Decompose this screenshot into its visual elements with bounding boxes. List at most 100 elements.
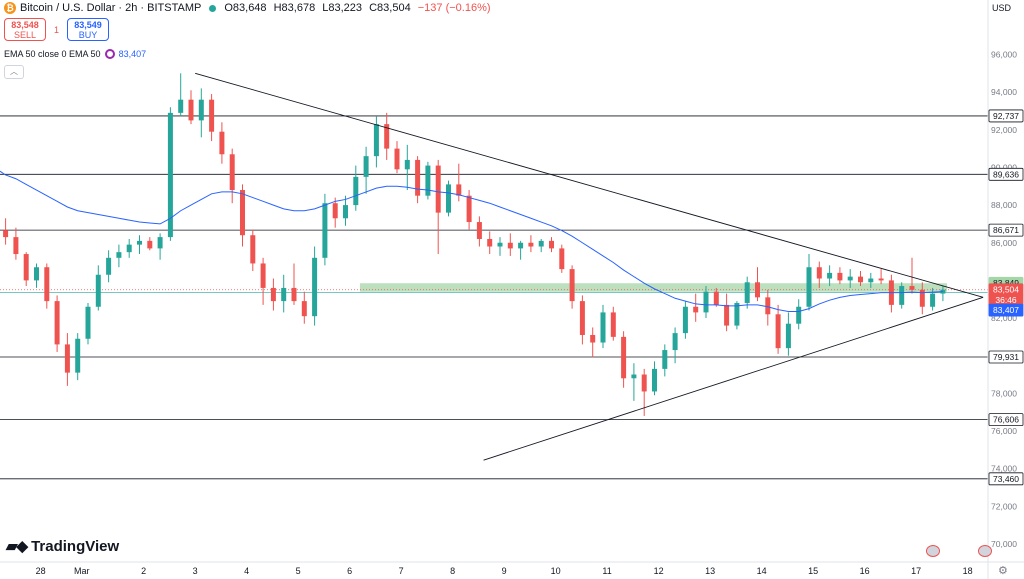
supply-zone [359, 283, 948, 292]
candle-body [446, 184, 451, 213]
candle-body [724, 304, 730, 326]
candle-body [137, 240, 142, 245]
price-label: 36:46 [995, 295, 1017, 305]
candle-body [662, 350, 668, 369]
candle-body [3, 230, 9, 238]
us-flag-icon[interactable] [978, 545, 992, 557]
x-tick-label: 4 [244, 566, 249, 576]
candle-body [126, 244, 132, 253]
candle-body [682, 306, 688, 334]
trendline [195, 72, 984, 298]
high-value: H83,678 [273, 2, 316, 14]
candle-body [765, 297, 771, 315]
spread-value: 1 [54, 24, 60, 35]
x-tick-label: 28 [36, 566, 46, 576]
brand-name: TradingView [31, 537, 120, 555]
y-tick-label: 74,000 [991, 464, 1017, 474]
y-tick-label: 92,000 [991, 125, 1017, 135]
candle-body [734, 302, 740, 326]
candle-body [538, 240, 544, 247]
candle-body [332, 203, 338, 219]
price-label: 92,737 [993, 111, 1019, 121]
candle-body [837, 272, 843, 281]
candle-body [796, 306, 802, 324]
x-tick-label: 16 [860, 566, 870, 576]
candle-body [569, 269, 575, 302]
candle-body [497, 242, 503, 247]
low-value: L83,223 [322, 2, 363, 14]
candle-body [456, 184, 462, 196]
price-label: 79,931 [993, 352, 1019, 362]
candle-body [178, 99, 184, 113]
y-tick-label: 76,000 [991, 426, 1017, 436]
candle-body [260, 263, 266, 288]
candle-body [435, 165, 441, 213]
x-tick-label: 6 [347, 566, 352, 576]
candle-body [858, 276, 863, 283]
candle-body [549, 240, 554, 249]
candle-body [827, 272, 833, 279]
x-tick-label: 11 [602, 566, 611, 576]
x-tick-label: 12 [654, 566, 664, 576]
y-tick-label: 96,000 [991, 50, 1017, 60]
candle-body [85, 306, 91, 339]
x-tick-label: Mar [74, 566, 90, 576]
candle-body [466, 195, 472, 223]
indicator-label: EMA 50 close 0 EMA 50 [4, 49, 101, 59]
candle-body [198, 99, 204, 121]
y-tick-label: 82,000 [991, 313, 1017, 323]
candle-body [621, 336, 627, 379]
open-value: O83,648 [224, 2, 267, 14]
indicator-value: 83,407 [118, 49, 147, 59]
currency-label[interactable]: USD [992, 3, 1012, 13]
trade-buttons: 83,548 SELL 1 83,549 BUY [4, 18, 110, 41]
y-tick-label: 72,000 [991, 501, 1017, 511]
candle-body [312, 257, 318, 317]
indicator-legend[interactable]: EMA 50 close 0 EMA 50 83,407 [4, 49, 146, 59]
candle-body [13, 237, 19, 255]
price-label: 73,460 [993, 474, 1019, 484]
sell-button[interactable]: 83,548 SELL [4, 18, 46, 41]
candle-body [322, 203, 328, 258]
collapse-legend-button[interactable]: ︿ [4, 65, 24, 79]
candle-body [425, 165, 431, 196]
chart-header: ₿ Bitcoin / U.S. Dollar · 2h · BITSTAMP … [4, 2, 495, 14]
candle-body [528, 242, 534, 247]
candle-body [693, 306, 699, 313]
candle-body [785, 323, 791, 349]
buy-button[interactable]: 83,549 BUY [67, 18, 110, 41]
candle-body [919, 289, 925, 307]
candle-body [641, 374, 647, 392]
y-tick-label: 78,000 [991, 388, 1017, 398]
symbol-title[interactable]: Bitcoin / U.S. Dollar · 2h · BITSTAMP [20, 2, 202, 14]
close-value: C83,504 [369, 2, 411, 14]
candle-body [281, 287, 287, 302]
trendline [483, 296, 984, 461]
price-label: 86,671 [993, 225, 1019, 235]
price-label-box [988, 223, 1024, 237]
candle-body [518, 242, 524, 249]
candle-body [188, 99, 194, 121]
x-tick-label: 18 [963, 566, 973, 576]
candle-body [868, 278, 874, 283]
buy-price: 83,549 [74, 19, 102, 30]
candle-body [363, 156, 369, 177]
candle-body [394, 148, 400, 170]
price-label-box [988, 472, 1024, 486]
price-label: 83,407 [993, 305, 1019, 315]
gear-icon[interactable]: ⚙ [998, 565, 1008, 577]
tradingview-logo[interactable]: ▰◆ TradingView [6, 537, 120, 556]
candle-body [167, 112, 173, 238]
y-tick-label: 86,000 [991, 238, 1017, 248]
x-tick-label: 10 [551, 566, 561, 576]
us-flag-icon[interactable] [926, 545, 940, 557]
candle-body [384, 124, 390, 149]
price-label-box [988, 413, 1024, 426]
candle-body [219, 131, 225, 155]
indicator-settings-icon[interactable] [104, 49, 115, 59]
price-label-box [988, 167, 1024, 181]
candle-body [157, 237, 163, 249]
candle-body [106, 257, 112, 275]
candle-body [44, 267, 50, 302]
